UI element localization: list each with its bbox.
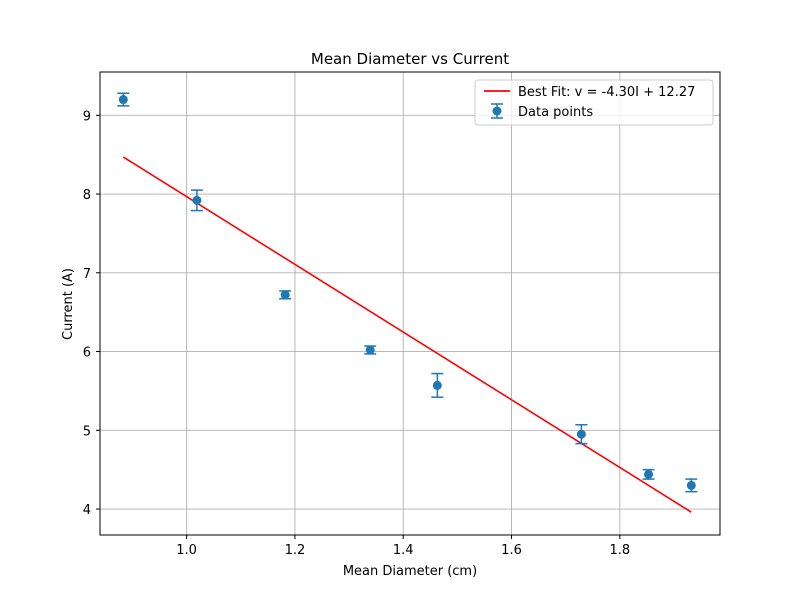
chart-title: Mean Diameter vs Current [311, 50, 509, 68]
x-axis-ticks: 1.0 1.2 1.4 1.6 1.8 [176, 535, 630, 558]
data-point [364, 345, 377, 355]
point-marker [192, 195, 202, 205]
point-marker [644, 469, 654, 479]
point-marker [686, 480, 696, 490]
x-tick-label: 1.4 [393, 543, 414, 558]
y-tick-label: 9 [83, 109, 91, 124]
x-tick-label: 1.0 [176, 543, 197, 558]
x-tick-label: 1.2 [285, 543, 306, 558]
legend-points-swatch [491, 103, 503, 119]
legend: Best Fit: v = -4.30I + 12.27 Data points [474, 79, 714, 126]
data-point [575, 424, 588, 445]
data-point [190, 189, 203, 212]
point-marker [365, 345, 375, 355]
y-tick-label: 8 [83, 188, 91, 203]
data-point [431, 372, 444, 398]
data-point [279, 290, 292, 300]
data-point [117, 92, 130, 107]
y-tick-label: 4 [83, 503, 91, 518]
x-axis-label: Mean Diameter (cm) [343, 564, 477, 579]
y-axis-ticks: 4 5 6 7 8 9 [83, 109, 100, 518]
point-marker [280, 290, 290, 300]
x-tick-label: 1.6 [501, 543, 522, 558]
legend-fit-label: Best Fit: v = -4.30I + 12.27 [518, 85, 695, 100]
point-marker [118, 95, 128, 105]
x-tick-label: 1.8 [609, 543, 630, 558]
point-marker [432, 380, 442, 390]
data-point [685, 478, 698, 493]
y-axis-label: Current (A) [61, 268, 76, 340]
y-tick-label: 6 [83, 346, 91, 361]
fit-line-layer [122, 156, 692, 513]
y-tick-label: 5 [83, 424, 91, 439]
best-fit-line [122, 156, 692, 513]
legend-points-label: Data points [518, 105, 593, 120]
legend-box [474, 79, 714, 126]
data-point [642, 468, 655, 480]
y-tick-label: 7 [83, 267, 91, 282]
data-points-layer [117, 92, 698, 493]
point-marker [576, 429, 586, 439]
plot-frame [99, 71, 721, 536]
